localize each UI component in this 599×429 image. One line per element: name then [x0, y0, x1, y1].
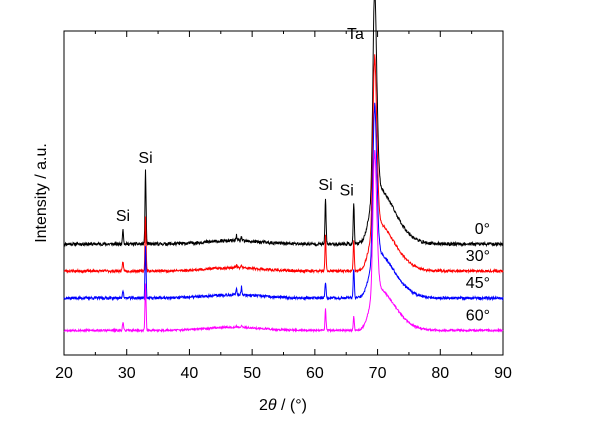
- x-axis-label: 2θ / (°): [259, 397, 307, 414]
- x-tick-label-50: 50: [243, 365, 261, 382]
- peak-labels: Si Si Si Si Ta: [116, 26, 364, 225]
- x-tick-label-70: 70: [369, 365, 387, 382]
- x-tick-label-30: 30: [118, 365, 136, 382]
- plot-frame: [63, 30, 504, 356]
- x-tick-label-40: 40: [181, 365, 199, 382]
- x-tick-label-80: 80: [431, 365, 449, 382]
- series-line-2: [63, 102, 504, 302]
- peak-label-5: Si: [340, 183, 354, 200]
- y-axis-label: Intensity / a.u.: [33, 143, 50, 243]
- series-line-1: [63, 54, 504, 275]
- series-line-0: [63, 0, 504, 248]
- series-label-2: 45°: [466, 275, 490, 292]
- series-labels: 0° 30° 45° 60°: [466, 221, 490, 324]
- x-tick-label-20: 20: [55, 365, 73, 382]
- x-axis-ticks: 20 30 40 50 60 70 80 90: [55, 31, 512, 382]
- peak-label-6: Ta: [347, 26, 364, 43]
- peak-label-0: Si: [116, 208, 130, 225]
- x-tick-label-90: 90: [494, 365, 512, 382]
- peak-label-1: Si: [138, 150, 152, 167]
- x-tick-label-60: 60: [306, 365, 324, 382]
- series-label-1: 30°: [466, 248, 490, 265]
- peak-label-4: Si: [318, 177, 332, 194]
- series-layer: [63, 0, 504, 334]
- series-label-3: 60°: [466, 307, 490, 324]
- series-label-0: 0°: [475, 221, 490, 238]
- series-line-3: [63, 150, 504, 334]
